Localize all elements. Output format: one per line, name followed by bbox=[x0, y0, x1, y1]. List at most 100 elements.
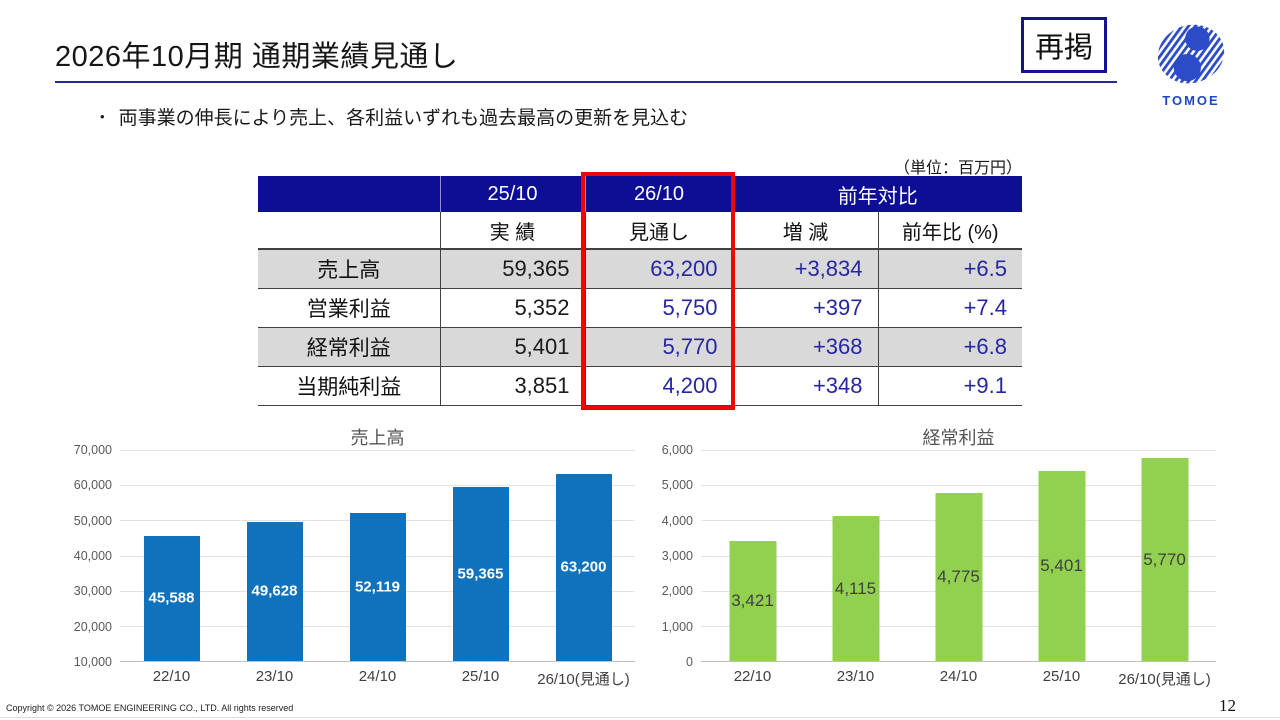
ratio-value: +6.5 bbox=[877, 249, 1022, 289]
bar-22/10: 45,588 bbox=[143, 535, 200, 661]
x-tick-label: 23/10 bbox=[255, 668, 294, 685]
change-value: +397 bbox=[732, 288, 878, 328]
bar-slot: 5,401 bbox=[1010, 450, 1113, 661]
title-underline bbox=[55, 81, 1117, 83]
bar-23/10: 49,628 bbox=[246, 521, 303, 661]
forecast-value: 63,200 bbox=[584, 249, 733, 289]
y-tick-label: 20,000 bbox=[73, 619, 112, 634]
bar-value-label: 59,365 bbox=[457, 565, 504, 583]
y-axis: 70,000 60,000 50,000 40,000 30,000 20,000 10,0… bbox=[58, 443, 112, 669]
gridline bbox=[701, 450, 1216, 451]
x-tick-label: 26/10(見通し) bbox=[537, 671, 630, 688]
bar-slot: 59,365 bbox=[429, 450, 532, 661]
plot-area: 3,421 4,115 4,775 5,401 5,770 bbox=[701, 450, 1216, 662]
actual-value: 3,851 bbox=[439, 366, 585, 406]
y-tick-label: 4,000 bbox=[661, 513, 693, 528]
bar-slot: 3,421 bbox=[701, 450, 804, 661]
reprint-badge-label: 再掲 bbox=[1034, 32, 1093, 64]
bar-slot: 5,770 bbox=[1113, 450, 1216, 661]
row-label: 経常利益 bbox=[258, 327, 440, 367]
reprint-badge: 再掲 bbox=[1021, 17, 1107, 73]
row-label: 営業利益 bbox=[258, 288, 440, 328]
chart-title: 経常利益 bbox=[922, 428, 995, 448]
y-tick-label: 40,000 bbox=[73, 549, 112, 563]
table-row: 営業利益 5,352 5,750 +397 +7.4 bbox=[258, 288, 1022, 328]
table-row: 当期純利益 3,851 4,200 +348 +9.1 bbox=[258, 366, 1022, 406]
bar-value-label: 4,775 bbox=[937, 567, 980, 587]
x-tick-label: 22/10 bbox=[152, 668, 191, 685]
y-axis: 6,000 5,000 4,000 3,000 2,000 1,000 0 bbox=[645, 443, 693, 669]
bar-slot: 45,588 bbox=[120, 450, 223, 661]
y-tick-label: 10,000 bbox=[73, 655, 112, 669]
page-title: 2026年10月期 通期業績見通し bbox=[55, 41, 459, 73]
bar-slot: 4,775 bbox=[907, 450, 1010, 661]
bar-slot: 63,200 bbox=[532, 450, 635, 661]
financial-table: 25/10 26/10 前年対比 実 績 見通し 増 減 前年比 (%) 売上高… bbox=[258, 172, 1022, 410]
unit-note: （単位：百万円） bbox=[893, 160, 1022, 177]
y-tick-label: 1,000 bbox=[661, 619, 693, 634]
col-header-next-year: 26/10 bbox=[584, 176, 733, 212]
actual-value: 5,401 bbox=[439, 327, 585, 367]
bullet-icon: • bbox=[100, 109, 105, 124]
chart-title: 売上高 bbox=[350, 428, 405, 448]
col-header-change: 増 減 bbox=[732, 212, 878, 250]
row-label: 当期純利益 bbox=[258, 366, 440, 406]
bar-value-label: 5,770 bbox=[1143, 549, 1186, 569]
page-number: 12 bbox=[1219, 696, 1236, 715]
actual-value: 59,365 bbox=[439, 249, 585, 289]
bar-26/10(見通し): 5,770 bbox=[1141, 458, 1188, 661]
x-tick-label: 25/10 bbox=[461, 668, 500, 685]
gridline bbox=[120, 485, 635, 487]
bar-slot: 4,115 bbox=[804, 450, 907, 661]
x-tick-label: 24/10 bbox=[939, 668, 978, 685]
y-tick-label: 50,000 bbox=[73, 513, 112, 528]
bar-value-label: 4,115 bbox=[834, 578, 877, 598]
col-header-prev-year: 25/10 bbox=[439, 176, 585, 212]
x-axis: 22/10 23/10 24/10 25/10 26/10(見通し) bbox=[120, 668, 635, 689]
bar-24/10: 52,119 bbox=[349, 512, 406, 661]
x-tick-label: 23/10 bbox=[836, 668, 875, 685]
bar-22/10: 3,421 bbox=[729, 540, 776, 661]
tomoe-logo-icon bbox=[1141, 16, 1241, 92]
key-message: • 両事業の伸長により売上、各利益いずれも過去最高の更新を見込む bbox=[100, 103, 688, 130]
y-tick-label: 2,000 bbox=[661, 584, 693, 599]
gridline bbox=[701, 485, 1216, 487]
y-tick-label: 0 bbox=[686, 655, 693, 669]
col-header-yoy-group: 前年対比 bbox=[732, 176, 1022, 212]
sales-bar-chart: 売上高 70,000 60,000 50,000 40,000 30,000 20,000 1… bbox=[58, 424, 640, 700]
gridline bbox=[120, 450, 635, 451]
bars: 45,588 49,628 52,119 59,365 63,200 bbox=[120, 450, 635, 661]
forecast-value: 5,770 bbox=[584, 327, 733, 367]
bar-value-label: 49,628 bbox=[251, 582, 298, 600]
bar-value-label: 52,119 bbox=[354, 578, 401, 596]
table-header-row-kinds: 実 績 見通し 増 減 前年比 (%) bbox=[258, 212, 1022, 250]
table-header-row-periods: 25/10 26/10 前年対比 bbox=[258, 176, 1022, 212]
actual-value: 5,352 bbox=[439, 288, 585, 328]
ratio-value: +6.8 bbox=[877, 327, 1022, 367]
bar-value-label: 45,588 bbox=[148, 589, 195, 607]
col-header-ratio: 前年比 (%) bbox=[877, 212, 1022, 250]
bottom-divider bbox=[0, 717, 1280, 718]
y-tick-label: 30,000 bbox=[73, 584, 112, 599]
bar-slot: 49,628 bbox=[223, 450, 326, 661]
bars: 3,421 4,115 4,775 5,401 5,770 bbox=[701, 450, 1216, 661]
x-tick-label: 24/10 bbox=[358, 668, 397, 685]
change-value: +348 bbox=[732, 366, 878, 406]
plot-area: 45,588 49,628 52,119 59,365 63,200 bbox=[120, 450, 635, 662]
table-corner-cell-2 bbox=[258, 212, 440, 250]
x-axis: 22/10 23/10 24/10 25/10 26/10(見通し) bbox=[701, 668, 1216, 689]
key-message-text: 両事業の伸長により売上、各利益いずれも過去最高の更新を見込む bbox=[118, 108, 689, 129]
bar-25/10: 5,401 bbox=[1038, 471, 1085, 661]
row-label: 売上高 bbox=[258, 249, 440, 289]
bar-slot: 52,119 bbox=[326, 450, 429, 661]
ordinary-profit-bar-chart: 経常利益 6,000 5,000 4,000 3,000 2,000 1,000 0 3,421… bbox=[645, 424, 1230, 700]
x-tick-label: 22/10 bbox=[733, 668, 772, 685]
forecast-value: 4,200 bbox=[584, 366, 733, 406]
tomoe-logo: TOMOE bbox=[1141, 16, 1241, 108]
col-header-actual: 実 績 bbox=[439, 212, 585, 250]
tomoe-logo-text: TOMOE bbox=[1162, 93, 1220, 108]
table-row: 売上高 59,365 63,200 +3,834 +6.5 bbox=[258, 249, 1022, 289]
x-tick-label: 26/10(見通し) bbox=[1118, 671, 1211, 688]
forecast-value: 5,750 bbox=[584, 288, 733, 328]
table-corner-cell bbox=[258, 176, 440, 212]
